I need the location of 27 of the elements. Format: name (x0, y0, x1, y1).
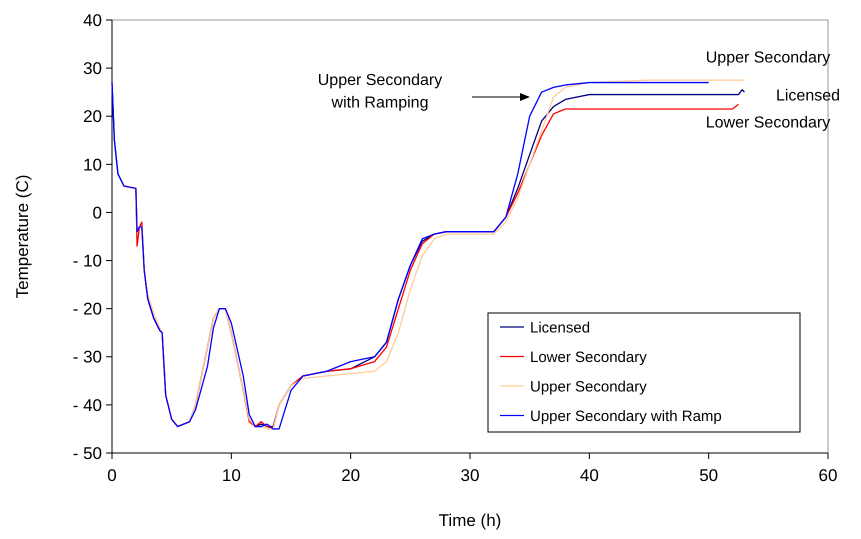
y-tick-label: - 30 (72, 348, 102, 367)
y-tick-label: - 40 (72, 396, 102, 415)
x-tick-label: 40 (580, 466, 599, 485)
legend-label: Upper Secondary with Ramp (530, 408, 722, 425)
x-axis-title: Time (h) (438, 511, 502, 530)
annotation: Licensed (776, 88, 840, 105)
y-tick-label: 10 (83, 155, 102, 174)
x-tick-label: 20 (341, 466, 360, 485)
x-tick-label: 30 (460, 466, 480, 485)
x-tick-label: 0 (107, 466, 117, 485)
y-axis-title: Temperature (C) (13, 174, 32, 298)
annotation: Upper Secondary (706, 50, 830, 67)
y-tick-label: 0 (92, 203, 102, 222)
annotation: Lower Secondary (706, 114, 830, 132)
y-tick-label: - 20 (72, 300, 102, 319)
y-tick-label: 30 (83, 59, 102, 78)
x-tick-label: 10 (222, 466, 241, 485)
legend-label: Licensed (530, 319, 590, 336)
legend-label: Upper Secondary (530, 378, 648, 396)
y-tick-label: 40 (83, 10, 102, 30)
x-tick-label: 50 (699, 466, 718, 485)
x-tick-label: 60 (818, 466, 838, 485)
annotation: Upper Secondary with Ramping (318, 72, 442, 112)
y-tick-label: 20 (83, 107, 102, 126)
y-tick-label: - 50 (72, 444, 102, 463)
y-tick-label: - 10 (72, 252, 102, 271)
legend-label: Lower Secondary (530, 348, 648, 366)
